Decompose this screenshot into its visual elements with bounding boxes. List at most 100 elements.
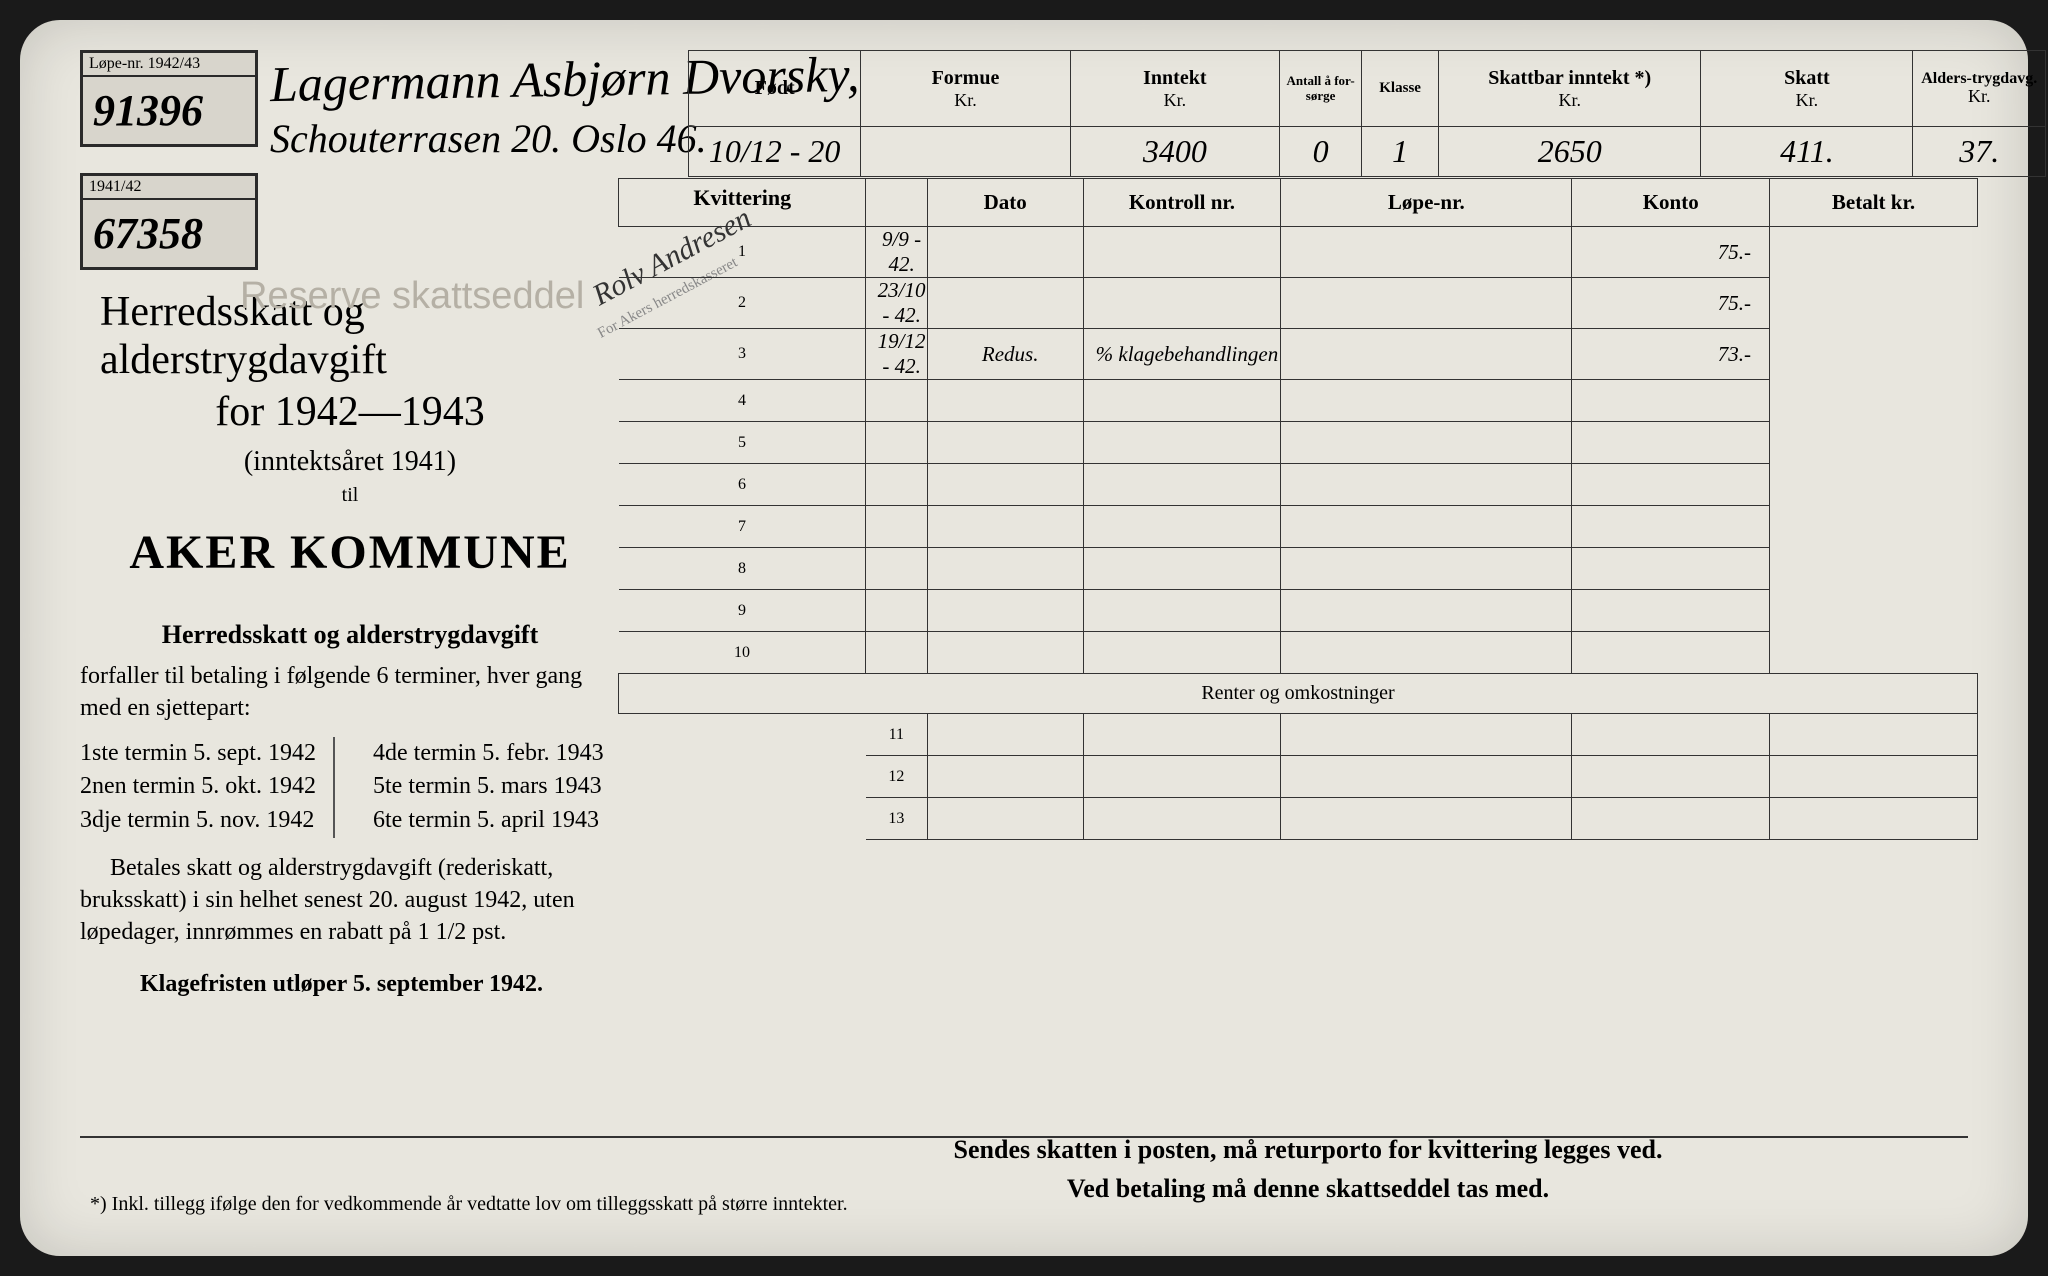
cell-betalt: 75.- [1572,227,1770,278]
bottom-line-1: Sendes skatten i posten, må returporto f… [668,1130,1948,1169]
lope-num-2: 67358 [83,200,255,267]
cell-kontroll [927,506,1083,548]
col-lope: Løpe-nr. [1281,179,1572,227]
table-row: 7 [619,506,1978,548]
cell [1281,714,1572,756]
header-col: SkattKr. [1701,51,1913,127]
right-column: FødtFormueKr.InntektKr.Antall å for-sørg… [620,50,1978,998]
cell-betalt [1572,632,1770,674]
row-num: 7 [619,506,866,548]
cell-lope [1083,422,1281,464]
col-dato: Dato [927,179,1083,227]
cell-betalt [1572,422,1770,464]
termin-item: 6te termin 5. april 1943 [373,804,608,838]
footnote: *) Inkl. tillegg ifølge den for vedkomme… [90,1193,848,1216]
cell-konto [1281,548,1572,590]
header-value: 1 [1362,127,1439,177]
header-table: FødtFormueKr.InntektKr.Antall å for-sørg… [688,50,2046,177]
cell [1572,714,1770,756]
table-row: 9 [619,590,1978,632]
table-row-small: 12 [619,756,1978,798]
renter-row: Renter og omkostninger [619,674,1978,714]
cell [1083,798,1281,840]
lope-header-2: 1941/42 [83,176,255,200]
cell-konto [1281,632,1572,674]
renter-label: Renter og omkostninger [619,674,1978,714]
rabatt-text: Betales skatt og alderstrygdavgift (rede… [80,852,620,949]
termin-item: 1ste termin 5. sept. 1942 [80,737,321,771]
termin-item: 4de termin 5. febr. 1943 [373,737,608,771]
cell-betalt: 73.- [1572,329,1770,380]
header-value [861,127,1070,177]
kvittering-label: Kvittering [693,185,791,210]
header-col: Alders-trygdavg.Kr. [1913,51,2046,127]
row-num: 10 [619,632,866,674]
cell-kontroll [927,548,1083,590]
cell [1083,714,1281,756]
termin-item: 2nen termin 5. okt. 1942 [80,770,321,804]
col-konto: Konto [1572,179,1770,227]
table-row: 8 [619,548,1978,590]
bottom-instructions: Sendes skatten i posten, må returporto f… [668,1130,1948,1208]
cell [1281,756,1572,798]
cell-lope [1083,548,1281,590]
cell [1281,798,1572,840]
cell-lope [1083,590,1281,632]
cell-lope [1083,506,1281,548]
header-col: Født [689,51,861,127]
termin-right: 4de termin 5. febr. 1943 5te termin 5. m… [365,737,620,838]
row-num: 9 [619,590,866,632]
table-row-small: 13 [619,798,1978,840]
cell-betalt [1572,464,1770,506]
header-value: 2650 [1439,127,1701,177]
cell [1572,756,1770,798]
cell-kontroll: Redus. [927,329,1083,380]
header-value: 37. [1913,127,2046,177]
cell-konto [1281,278,1572,329]
lope-box-1: Løpe-nr. 1942/43 91396 [80,50,258,147]
reserve-stamp: Reserve skattseddel [240,275,584,318]
header-col: FormueKr. [861,51,1070,127]
cell-betalt [1572,548,1770,590]
row-num: 1 [619,227,866,278]
cell-konto [1281,422,1572,464]
col-kontroll: Kontroll nr. [1083,179,1281,227]
cell-dato [866,548,927,590]
cell-betalt: 75.- [1572,278,1770,329]
header-col: InntektKr. [1070,51,1279,127]
cell-betalt [1572,590,1770,632]
cell-lope [1083,278,1281,329]
termin-left: 1ste termin 5. sept. 1942 2nen termin 5.… [80,737,335,838]
termin-item: 5te termin 5. mars 1943 [373,770,608,804]
cell [927,756,1083,798]
cell-kontroll [927,590,1083,632]
header-value: 411. [1701,127,1913,177]
row-num: 4 [619,380,866,422]
rownum-header [866,179,927,227]
cell-dato [866,590,927,632]
kvittering-cell: Kvittering [619,179,866,227]
cell-kontroll [927,422,1083,464]
cell-lope [1083,227,1281,278]
title-kommune: AKER KOMMUNE [80,525,620,580]
sub-heading: Herredsskatt og alderstrygdavgift [80,620,620,650]
cell-dato: 19/12 - 42. [866,329,927,380]
header-col: Klasse [1362,51,1439,127]
header-value: 10/12 - 20 [689,127,861,177]
table-row: 6 [619,464,1978,506]
cell-betalt [1572,506,1770,548]
cell [927,798,1083,840]
cell-kontroll [927,227,1083,278]
cell-konto [1281,506,1572,548]
cell-dato [866,422,927,464]
header-col: Antall å for-sørge [1280,51,1362,127]
cell-lope [1083,464,1281,506]
table-row-small: 11 [619,714,1978,756]
row-num: 6 [619,464,866,506]
cell [1769,714,1977,756]
lope-num-1: 91396 [83,77,255,144]
cell-dato [866,464,927,506]
row-num: 3 [619,329,866,380]
cell-konto [1281,464,1572,506]
cell-betalt [1572,380,1770,422]
